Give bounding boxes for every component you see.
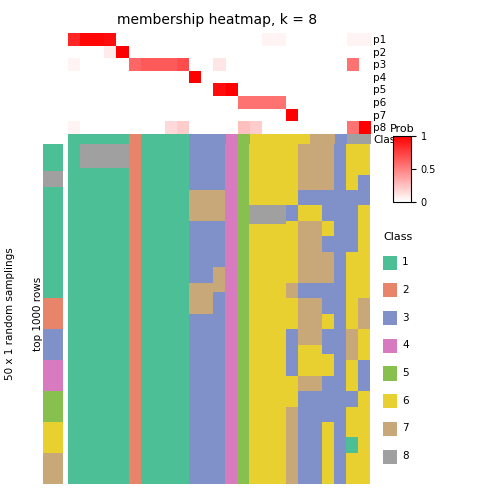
- Bar: [43, 360, 63, 391]
- Bar: [298, 298, 322, 345]
- Bar: [322, 144, 334, 190]
- Text: top 1000 rows: top 1000 rows: [33, 277, 43, 351]
- Bar: [298, 144, 322, 190]
- Bar: [237, 144, 249, 484]
- Bar: [43, 298, 63, 329]
- Bar: [286, 329, 298, 375]
- Bar: [322, 354, 334, 375]
- Text: 3: 3: [402, 312, 409, 323]
- Bar: [298, 283, 322, 298]
- Title: Prob: Prob: [390, 124, 414, 134]
- Bar: [322, 313, 334, 329]
- Bar: [80, 144, 129, 168]
- Bar: [298, 190, 322, 206]
- Text: 7: 7: [402, 423, 409, 433]
- Bar: [358, 174, 370, 206]
- Bar: [322, 283, 334, 313]
- Bar: [322, 236, 334, 252]
- Bar: [68, 144, 80, 484]
- Bar: [358, 298, 370, 329]
- Bar: [43, 329, 63, 360]
- Bar: [346, 437, 358, 453]
- Bar: [43, 484, 63, 504]
- Bar: [189, 313, 213, 484]
- Bar: [322, 329, 334, 354]
- Bar: [225, 144, 237, 484]
- Bar: [129, 144, 141, 484]
- Bar: [43, 171, 63, 187]
- Bar: [286, 407, 298, 484]
- Bar: [346, 144, 358, 190]
- Bar: [43, 187, 63, 298]
- Bar: [286, 206, 298, 221]
- Bar: [322, 375, 334, 422]
- Bar: [80, 168, 129, 484]
- Bar: [358, 422, 370, 484]
- Bar: [213, 190, 225, 221]
- Bar: [346, 252, 358, 329]
- Bar: [286, 375, 298, 407]
- Bar: [322, 252, 334, 283]
- Bar: [189, 221, 213, 283]
- Bar: [322, 422, 334, 484]
- Bar: [346, 190, 358, 252]
- Bar: [346, 391, 358, 407]
- Bar: [346, 407, 358, 437]
- Bar: [298, 375, 322, 391]
- Bar: [286, 298, 298, 329]
- Text: Class: Class: [383, 232, 412, 242]
- Bar: [286, 283, 298, 298]
- Bar: [43, 422, 63, 453]
- Text: 1: 1: [402, 257, 409, 267]
- Bar: [43, 391, 63, 422]
- Text: 50 x 1 random samplings: 50 x 1 random samplings: [5, 247, 15, 380]
- Bar: [358, 206, 370, 298]
- Bar: [43, 144, 63, 171]
- Text: 4: 4: [402, 340, 409, 350]
- Bar: [249, 224, 286, 484]
- Bar: [249, 144, 286, 206]
- Bar: [298, 206, 322, 221]
- Bar: [298, 391, 322, 484]
- Bar: [189, 190, 213, 221]
- Bar: [358, 391, 370, 422]
- Bar: [298, 221, 322, 283]
- Text: 2: 2: [402, 285, 409, 295]
- Bar: [346, 329, 358, 360]
- Bar: [346, 453, 358, 484]
- Bar: [322, 190, 334, 221]
- Bar: [249, 206, 286, 224]
- Bar: [43, 453, 63, 484]
- Bar: [298, 345, 322, 375]
- Bar: [334, 144, 346, 484]
- Bar: [189, 144, 213, 190]
- Bar: [322, 221, 334, 236]
- Bar: [189, 283, 213, 313]
- Bar: [346, 360, 358, 391]
- Bar: [286, 221, 298, 283]
- Bar: [358, 329, 370, 360]
- Bar: [286, 144, 298, 206]
- Text: 6: 6: [402, 396, 409, 406]
- Text: membership heatmap, k = 8: membership heatmap, k = 8: [116, 13, 317, 27]
- Bar: [213, 292, 225, 484]
- Bar: [141, 144, 189, 484]
- Bar: [213, 144, 225, 190]
- Bar: [358, 360, 370, 391]
- Bar: [213, 267, 225, 292]
- Bar: [213, 221, 225, 267]
- Text: 8: 8: [402, 451, 409, 461]
- Text: 5: 5: [402, 368, 409, 378]
- Bar: [358, 144, 370, 174]
